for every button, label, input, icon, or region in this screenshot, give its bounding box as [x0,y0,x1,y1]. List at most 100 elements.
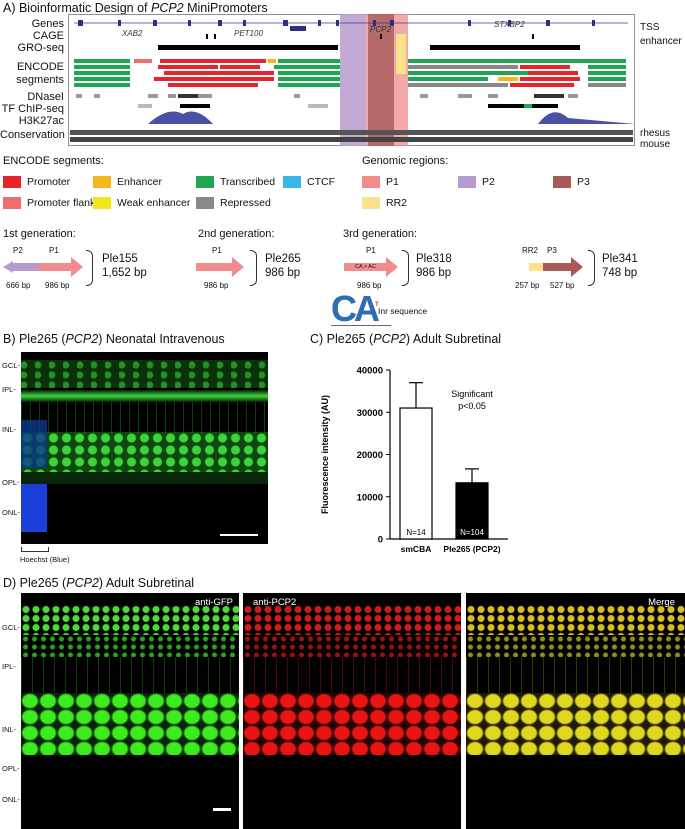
gen3-title: 3rd generation: [343,228,417,240]
gen3-size-p1: 986 bp [357,281,382,290]
panel-d-title: D) Ple265 (PCP2) Adult Subretinal [3,576,195,590]
legend-p2: P2 [482,176,495,188]
n-label-1: N=104 [460,528,484,537]
gen1-part-p1: P1 [49,246,59,255]
gen4-part-rr2: RR2 [522,246,539,255]
swatch-p2 [458,176,476,188]
panel-c-title: C) Ple265 (PCP2) Adult Subretinal [310,332,502,346]
b-layer-onl: ONL- [2,508,20,517]
h3k27ac-signal [68,111,635,124]
y-tick-label: 30000 [357,408,383,419]
track-label-cage: CAGE [32,30,64,42]
gen4-arrow [529,257,583,277]
b-layer-opl: OPL- [2,478,20,487]
gen1-name: Ple155 [102,253,138,265]
gen3-bp: 986 bp [416,267,452,279]
track-label-dnase: DNaseI [27,91,64,103]
label-enhancer: enhancer [640,36,682,47]
track-label-tfchip: TF ChIP-seq [1,103,64,115]
encode-legend-title: ENCODE segments: [3,155,104,167]
gen4-name: Ple341 [602,253,638,265]
label-tss: TSS [640,22,660,33]
category-label-0: smCBA [401,544,432,554]
swatch-ctcf [283,176,301,188]
genome-browser: XAB2 PET100 PCP2 STXBP2 [68,14,635,146]
gen4-size-rr2: 257 bp [515,281,540,290]
panel-c-chart: 0 10000 20000 30000 40000 Fluorescence intens… [320,366,508,554]
d-layer-gcl: GCL- [2,623,20,632]
gen2-arrow [196,257,244,277]
swatch-promoter-flank [3,197,21,209]
significance-note-0: Significant [451,389,493,399]
inr-label: Inr sequence [378,306,428,316]
channel-gfp: anti-GFP [194,597,233,608]
gen3-brace [402,250,409,286]
category-label-1: Ple265 (PCP2) [443,544,500,554]
gen1-brace [86,250,93,286]
gen3-part-p1: P1 [366,246,376,255]
panel-d-gfp: anti-GFP [21,593,239,829]
gen1-bp: 1,652 bp [102,267,147,279]
legend-weak-enhancer: Weak enhancer [117,197,191,209]
region-p2 [340,14,366,146]
panel-a-title: A) Bioinformatic Design of PCP2 MiniProm… [3,1,268,15]
panel-d-merge: Merge [466,593,685,829]
label-mouse: mouse [640,139,671,150]
swatch-weak-enhancer [93,197,111,209]
legend-promoter: Promoter [27,176,71,188]
regions-legend-title: Genomic regions: [362,155,449,167]
gen1-arrow [3,257,83,277]
gen2-brace [250,250,257,286]
swatch-enhancer [93,176,111,188]
gen3-arrow [344,257,398,277]
legend-rr2: RR2 [386,197,408,209]
gen1-part-p2: P2 [13,246,23,255]
y-tick-label: 10000 [357,492,383,503]
d-layer-inl: INL- [2,725,17,734]
swatch-promoter [3,176,21,188]
d-layer-opl: OPL- [2,764,20,773]
panel-b-image [21,352,268,544]
exons [78,20,595,26]
gen2-name: Ple265 [265,253,301,265]
swatch-repressed [196,197,214,209]
gen2-bp: 986 bp [265,267,301,279]
hoechst-label: Hoechst (Blue) [20,555,70,564]
gen3-mutation: CA > AC [355,264,376,270]
gene-stxbp2: STXBP2 [494,20,525,29]
y-axis-label: Fluorescence intensity (AU) [320,395,330,514]
y-tick-label: 0 [378,535,383,546]
encode-segments [74,59,626,87]
track-label-segments: segments [16,74,64,86]
legend-p1: P1 [386,176,399,188]
bar-1 [455,482,489,540]
track-label-conservation: Conservation [0,129,65,141]
track-label-h3k27ac: H3K27ac [18,115,64,127]
gene-pcp2: PCP2 [370,25,391,34]
y-tick-label: 40000 [357,366,383,377]
legend-enhancer: Enhancer [117,176,162,188]
channel-merge: Merge [648,597,675,608]
label-rhesus: rhesus [640,128,671,139]
swatch-transcribed [196,176,214,188]
gene-xab2: XAB2 [121,29,143,38]
bar-0 [399,407,433,540]
panel-d-pcp2: anti-PCP2 [243,593,461,829]
scale-bar [220,534,258,536]
legend-p3: P3 [577,176,590,188]
d-layer-ipl: IPL- [2,662,16,671]
swatch-p3 [553,176,571,188]
region-rr2 [396,34,406,74]
gen1-size-p2: 666 bp [6,281,31,290]
legend-transcribed: Transcribed [220,176,276,188]
legend-ctcf: CTCF [307,176,335,188]
hoechst-bracket [21,547,49,552]
gen1-title: 1st generation: [3,228,76,240]
gen4-part-p3: P3 [547,246,557,255]
gen2-size-p1: 986 bp [204,281,229,290]
track-label-genes: Genes [31,18,64,30]
gen2-title: 2nd generation: [198,228,275,240]
b-layer-inl: INL- [2,425,17,434]
gen4-bp: 748 bp [602,267,638,279]
d-layer-onl: ONL- [2,795,20,804]
